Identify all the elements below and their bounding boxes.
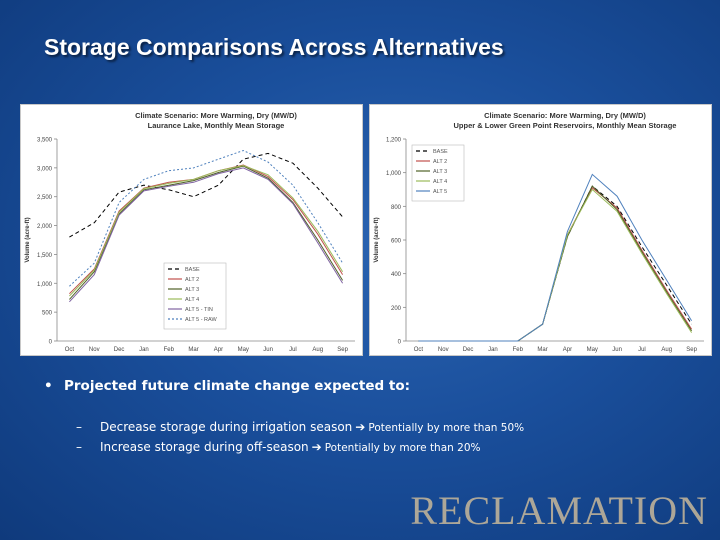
series-line-alt-5-tin: [69, 167, 344, 303]
sub-bullet-increase: – Increase storage during off-season ➔ Pote…: [76, 440, 480, 454]
x-tick-label: Mar: [537, 347, 547, 353]
series-line-alt-5-raw: [69, 149, 344, 287]
arrow-right-icon: ➔: [311, 440, 322, 454]
legend-label: BASE: [185, 267, 200, 273]
x-tick-label: Dec: [114, 347, 125, 353]
y-tick-label: 1,500: [37, 253, 53, 259]
y-tick-label: 0: [49, 340, 53, 346]
legend-box: [411, 144, 465, 202]
sub-text: Decrease storage during irrigation seaso…: [100, 420, 353, 434]
y-tick-label: 600: [391, 239, 402, 245]
x-tick-label: Aug: [661, 347, 672, 353]
x-tick-label: Jul: [289, 347, 297, 353]
y-tick-label: 200: [391, 306, 402, 312]
x-tick-label: Jun: [612, 347, 622, 353]
chart-laurance-lake-svg: Climate Scenario: More Warming, Dry (MW/…: [25, 111, 355, 353]
chart-green-point: Climate Scenario: More Warming, Dry (MW/…: [369, 104, 712, 356]
x-tick-label: May: [587, 347, 598, 353]
y-axis-label: Volume (acre-ft): [25, 217, 31, 262]
y-tick-label: 0: [398, 340, 402, 346]
y-tick-label: 2,500: [37, 195, 53, 201]
x-tick-label: Aug: [312, 347, 323, 353]
y-tick-label: 2,000: [37, 224, 53, 230]
legend-label: ALT 3: [433, 169, 447, 175]
y-tick-label: 800: [391, 205, 402, 211]
x-tick-label: Feb: [513, 347, 524, 353]
y-axis-label: Volume (acre-ft): [374, 217, 380, 262]
legend-label: BASE: [433, 149, 448, 155]
x-tick-label: Jan: [139, 347, 149, 353]
bullet-text: Projected future climate change expected…: [64, 378, 411, 394]
x-tick-label: Sep: [686, 347, 697, 353]
y-tick-label: 1,000: [37, 282, 53, 288]
x-tick-label: Dec: [463, 347, 474, 353]
y-tick-label: 3,500: [37, 138, 53, 144]
sub-note: Potentially by more than 50%: [368, 422, 525, 434]
x-tick-label: Mar: [188, 347, 198, 353]
series-line-alt-2: [418, 187, 693, 342]
y-tick-label: 1,000: [386, 171, 402, 177]
chart-subtitle: Laurance Lake, Monthly Mean Storage: [148, 121, 285, 130]
legend-label: ALT 4: [433, 179, 447, 185]
series-line-alt-4: [69, 164, 344, 297]
x-tick-label: Oct: [414, 347, 424, 353]
sub-dash: –: [76, 420, 82, 434]
y-tick-label: 3,000: [37, 166, 53, 172]
series-line-alt-3: [69, 165, 344, 300]
bullet-point: • Projected future climate change expecte…: [44, 378, 410, 394]
chart-subtitle: Upper & Lower Green Point Reservoirs, Mo…: [454, 121, 677, 130]
sub-dash: –: [76, 440, 82, 454]
y-tick-label: 400: [391, 272, 402, 278]
x-tick-label: Feb: [164, 347, 175, 353]
y-tick-label: 1,200: [386, 138, 402, 144]
legend-label: ALT 3: [185, 287, 199, 293]
x-tick-label: Jul: [638, 347, 646, 353]
chart-title: Climate Scenario: More Warming, Dry (MW/…: [135, 111, 297, 120]
x-tick-label: Jun: [263, 347, 273, 353]
legend-label: ALT 5 - TIN: [185, 307, 213, 313]
bullet-dot: •: [44, 378, 53, 394]
series-line-alt-5: [418, 173, 693, 342]
arrow-right-icon: ➔: [355, 420, 366, 434]
sub-text: Increase storage during off-season: [100, 440, 309, 454]
legend-label: ALT 2: [185, 277, 199, 283]
sub-bullet-decrease: – Decrease storage during irrigation seas…: [76, 420, 524, 434]
x-tick-label: Nov: [438, 347, 449, 353]
x-tick-label: Oct: [65, 347, 75, 353]
y-tick-label: 500: [42, 311, 53, 317]
chart-title: Climate Scenario: More Warming, Dry (MW/…: [484, 111, 646, 120]
x-tick-label: Apr: [563, 347, 572, 353]
sub-note: Potentially by more than 20%: [324, 442, 481, 454]
legend-label: ALT 4: [185, 297, 199, 303]
x-tick-label: Apr: [214, 347, 223, 353]
legend-label: ALT 5 - RAW: [185, 317, 217, 323]
x-tick-label: Sep: [337, 347, 348, 353]
x-tick-label: May: [238, 347, 249, 353]
reclamation-logo: RECLAMATION: [410, 488, 708, 533]
legend-box: [163, 262, 227, 330]
legend-label: ALT 2: [433, 159, 447, 165]
legend-label: ALT 5: [433, 189, 447, 195]
x-tick-label: Jan: [488, 347, 498, 353]
series-line-base: [69, 152, 343, 238]
slide-title: Storage Comparisons Across Alternatives: [44, 34, 504, 60]
x-tick-label: Nov: [89, 347, 100, 353]
chart-green-point-svg: Climate Scenario: More Warming, Dry (MW/…: [374, 111, 704, 353]
chart-laurance-lake: Climate Scenario: More Warming, Dry (MW/…: [20, 104, 363, 356]
